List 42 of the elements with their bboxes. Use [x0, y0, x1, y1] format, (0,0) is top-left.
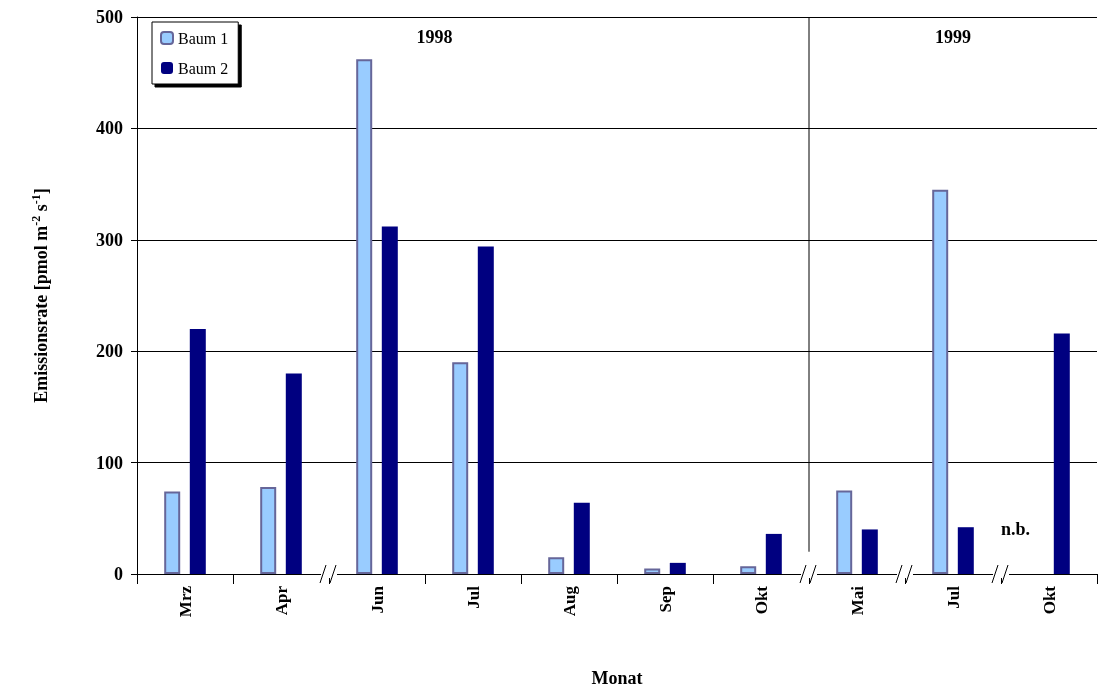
x-tick-label: Jul	[943, 585, 963, 609]
bar	[164, 491, 181, 574]
bar	[644, 568, 661, 574]
x-tick-label: Jun	[367, 585, 387, 614]
y-tick-label: 400	[96, 118, 123, 139]
legend-label: Baum 2	[178, 59, 229, 77]
bar	[356, 59, 373, 574]
legend-label: Baum 1	[178, 29, 229, 47]
bar	[932, 189, 949, 574]
bar	[573, 502, 590, 574]
x-tick-label: Okt	[751, 585, 771, 615]
bar	[740, 566, 757, 574]
y-tick-label: 100	[96, 452, 123, 473]
x-tick-label: Mrz	[175, 585, 195, 618]
y-tick-label: 0	[114, 564, 123, 584]
annotation: 1999	[935, 27, 971, 47]
x-tick-label: Jul	[463, 585, 483, 609]
bar	[477, 246, 494, 574]
x-tick-label: Aug	[559, 585, 579, 617]
bar	[189, 328, 206, 574]
bar	[836, 490, 853, 574]
y-tick-label: 200	[96, 341, 123, 362]
y-tick-label: 500	[96, 7, 123, 27]
x-tick-label: Sep	[655, 586, 675, 613]
x-tick-label: Mai	[847, 585, 867, 616]
bar	[260, 487, 277, 574]
bar	[1053, 333, 1070, 574]
x-tick-label: Apr	[271, 585, 291, 616]
bar	[861, 529, 878, 574]
bar	[669, 562, 686, 574]
annotation: n.b.	[1000, 519, 1030, 540]
x-tick-label: Okt	[1039, 585, 1059, 615]
y-axis-title: Emissionsrate [pmol m-2 s-1]	[29, 188, 51, 403]
bar	[765, 533, 782, 574]
annotation: 1998	[416, 27, 453, 47]
bar	[381, 226, 398, 574]
x-axis-title: Monat	[591, 668, 643, 688]
y-tick-label: 300	[96, 229, 123, 250]
bar	[285, 373, 302, 574]
bar	[452, 362, 469, 574]
bar	[548, 557, 565, 574]
bar	[957, 527, 974, 574]
